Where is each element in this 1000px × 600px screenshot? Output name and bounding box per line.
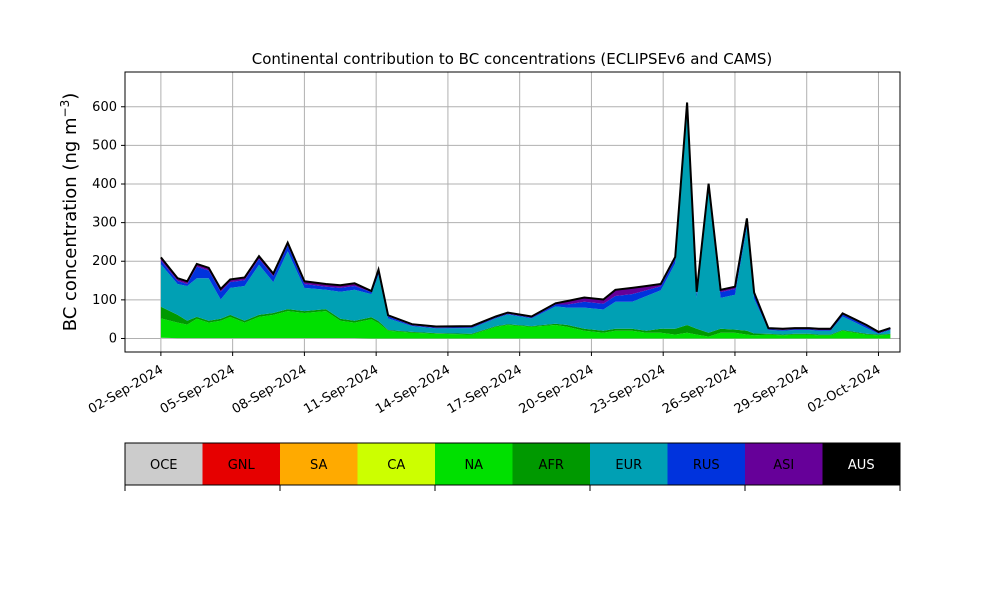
legend-label-aus: AUS xyxy=(848,458,875,473)
y-tick-label: 500 xyxy=(92,138,117,153)
y-axis-label: BC concentration (ng m−3) xyxy=(58,93,81,332)
legend-swatch-na xyxy=(435,443,513,485)
y-axis-label-close: ) xyxy=(60,93,81,100)
y-tick-label: 0 xyxy=(109,331,117,346)
area-na xyxy=(160,311,891,339)
total-outline xyxy=(160,102,891,333)
legend-label-sa: SA xyxy=(310,458,327,473)
stacked-areas xyxy=(160,102,891,339)
area-oce xyxy=(160,337,891,339)
y-tick-label: 300 xyxy=(92,216,117,231)
y-tick-label: 600 xyxy=(92,100,117,115)
legend-swatch-ca xyxy=(357,443,435,485)
legend-swatch-asi xyxy=(745,443,823,485)
grid-lines xyxy=(125,72,900,352)
legend-swatch-aus xyxy=(822,443,900,485)
legend-label-rus: RUS xyxy=(693,458,720,473)
legend-label-afr: AFR xyxy=(539,458,564,473)
legend-label-ca: CA xyxy=(387,458,405,473)
y-tick-label: 200 xyxy=(92,254,117,269)
y-tick-label: 100 xyxy=(92,293,117,308)
legend-swatch-sa xyxy=(280,443,358,485)
legend-swatch-oce xyxy=(125,443,203,485)
chart-title: Continental contribution to BC concentra… xyxy=(252,50,773,68)
legend-frame xyxy=(124,442,901,486)
legend-swatch-afr xyxy=(512,443,590,485)
legend-label-gnl: GNL xyxy=(228,458,256,473)
legend-swatch-eur xyxy=(590,443,668,485)
legend-label-asi: ASI xyxy=(773,458,794,473)
legend-swatch-gnl xyxy=(202,443,280,485)
legend-swatch-rus xyxy=(667,443,745,485)
plot-frame xyxy=(124,71,901,353)
y-axis-label-text: BC concentration (ng m xyxy=(60,117,81,331)
y-axis-label-superscript: −3 xyxy=(58,100,72,118)
area-eur xyxy=(160,108,891,335)
legend-label-na: NA xyxy=(464,458,483,473)
legend-colorbar: OCE GNL SA CA NA AFR EUR RUS ASI AUS xyxy=(124,442,901,491)
legend-label-oce: OCE xyxy=(150,458,178,473)
legend-label-eur: EUR xyxy=(615,458,642,473)
y-tick-label: 400 xyxy=(92,177,117,192)
